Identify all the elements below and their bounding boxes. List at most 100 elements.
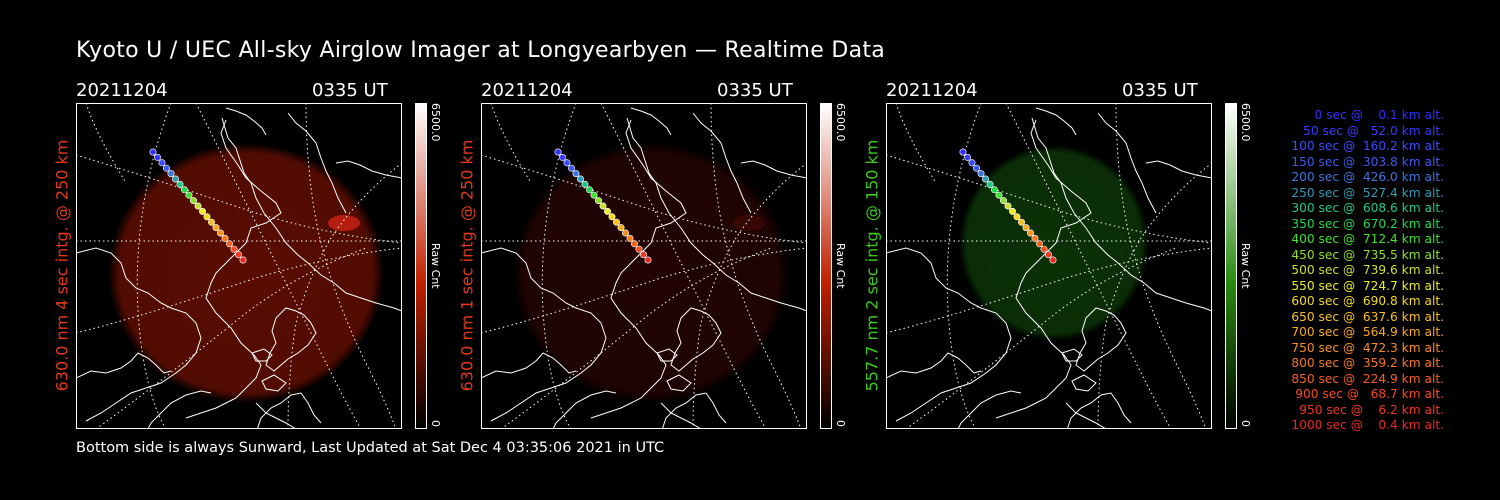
trajectory-point (190, 197, 198, 205)
trajectory-point (968, 159, 976, 167)
grid-line (500, 247, 772, 429)
panel-time: 0335 UT (1122, 80, 1198, 101)
coastline (740, 160, 807, 179)
colorbar-max: 6500.0 (429, 103, 442, 142)
grid-line (490, 103, 532, 184)
grid-line (710, 103, 802, 429)
coastline (256, 392, 322, 429)
grid-line (886, 154, 1212, 244)
coastline (666, 374, 692, 392)
grid-line (305, 103, 397, 429)
colorbar-min: 0 (1239, 420, 1252, 427)
grid-line (287, 162, 402, 429)
trajectory-point (1013, 213, 1021, 221)
grid-line (136, 103, 172, 429)
trajectory-point (163, 164, 171, 172)
trajectory-point (973, 164, 981, 172)
all-sky-image (76, 103, 402, 429)
trajectory-point (631, 240, 639, 248)
colorbar-max: 6500.0 (1239, 103, 1252, 142)
coastline (221, 117, 402, 312)
trajectory-point (590, 191, 598, 199)
grid-line (692, 162, 807, 429)
trajectory-point (977, 170, 985, 178)
all-sky-map (481, 103, 807, 429)
legend-entry: 500 sec @ 739.6 km alt. (1287, 263, 1444, 277)
coastline (661, 392, 727, 429)
panel-time: 0335 UT (312, 80, 388, 101)
coastline (147, 390, 212, 429)
legend-entry: 250 sec @ 527.4 km alt. (1287, 185, 1444, 200)
grid-line (95, 247, 367, 429)
trajectory-point (617, 224, 625, 232)
legend-entry: 150 sec @ 303.8 km alt. (1287, 154, 1444, 169)
panel-date: 20211204 (886, 80, 978, 101)
grid-line (600, 103, 767, 429)
trajectory-point (221, 234, 229, 242)
legend-entry: 850 sec @ 224.9 km alt. (1287, 371, 1444, 386)
legend-entry: 950 sec @ 6.2 km alt. (1295, 402, 1444, 417)
trajectory-point (208, 218, 216, 226)
trajectory-point (644, 256, 652, 264)
coastline (225, 107, 267, 136)
trajectory-point (640, 251, 648, 259)
all-sky-map (76, 103, 402, 429)
coastline (1075, 307, 1127, 372)
coastline (552, 390, 617, 429)
legend-entry: 450 sec @ 735.5 km alt. (1287, 247, 1444, 262)
trajectory-point (158, 159, 166, 167)
trajectory-point (568, 164, 576, 172)
page-title: Kyoto U / UEC All-sky Airglow Imager at … (76, 38, 886, 63)
trajectory-point (1045, 251, 1053, 259)
trajectory-point (239, 256, 247, 264)
airglow-field (959, 145, 1149, 341)
trajectory-point (194, 202, 202, 210)
legend-entry: 600 sec @ 690.8 km alt. (1287, 294, 1444, 308)
coastline (660, 402, 702, 429)
trajectory-point (1027, 229, 1035, 237)
trajectory-point (635, 245, 643, 253)
trajectory-point (964, 153, 972, 161)
coastline (670, 307, 722, 372)
coastline (995, 119, 1092, 419)
legend-entry: 50 sec @ 52.0 km alt. (1295, 123, 1444, 138)
coastline (886, 247, 1012, 422)
grid-line (541, 103, 577, 429)
legend-entry: 350 sec @ 670.2 km alt. (1287, 216, 1444, 231)
grid-line (195, 103, 362, 429)
trajectory-point (581, 180, 589, 188)
coastline (1065, 402, 1107, 429)
trajectory-point (1049, 256, 1057, 264)
trajectory-point (559, 153, 567, 161)
coastline (886, 352, 982, 379)
trajectory-point (595, 197, 603, 205)
footer-note: Bottom side is always Sunward, Last Upda… (76, 440, 665, 456)
coastline (590, 119, 687, 419)
legend-entry: 550 sec @ 724.7 km alt. (1287, 278, 1444, 293)
trajectory-point (167, 170, 175, 178)
coastline (481, 247, 607, 422)
airglow-field (513, 143, 789, 403)
legend-entry: 1000 sec @ 0.4 km alt. (1291, 418, 1444, 432)
colorbar-unit: Raw Cnt (1239, 243, 1252, 289)
panel-time: 0335 UT (717, 80, 793, 101)
colorbar-min: 0 (834, 420, 847, 427)
trajectory-point (1036, 240, 1044, 248)
trajectory-point (1022, 224, 1030, 232)
trajectory-point (626, 234, 634, 242)
coastline (76, 352, 172, 379)
trajectory-point (586, 186, 594, 194)
coastline (1061, 348, 1083, 362)
legend-entry: 0 sec @ 0.1 km alt. (1303, 108, 1444, 122)
coastline (626, 117, 807, 312)
trajectory-point (577, 175, 585, 183)
trajectory-point (199, 207, 207, 215)
panel-date: 20211204 (76, 80, 168, 101)
legend-entry: 700 sec @ 564.9 km alt. (1287, 325, 1444, 339)
all-sky-map (886, 103, 1212, 429)
trajectory-point (572, 170, 580, 178)
legend-entry: 200 sec @ 426.0 km alt. (1287, 170, 1444, 184)
colorbar (1225, 103, 1237, 429)
grid-line (1115, 103, 1207, 429)
coastline (630, 107, 672, 136)
